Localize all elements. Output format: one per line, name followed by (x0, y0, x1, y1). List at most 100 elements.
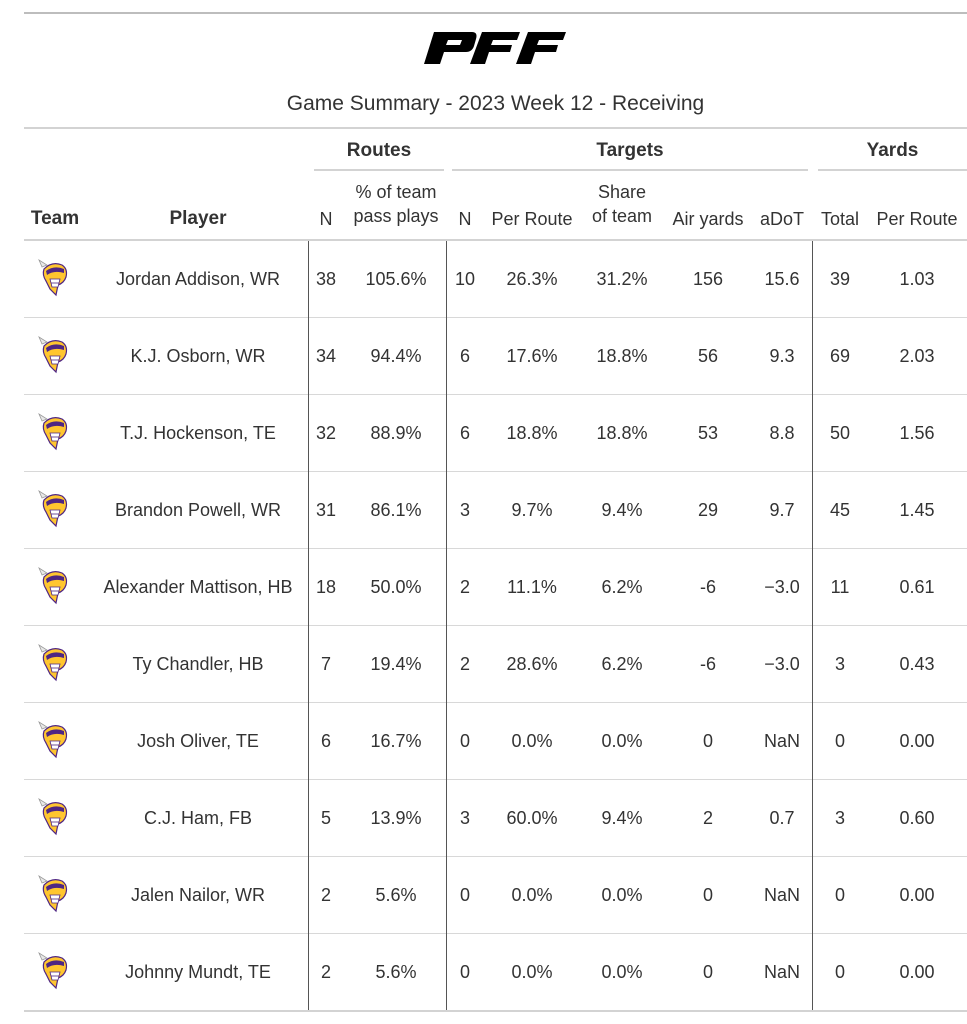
cell-yards: 0 (834, 962, 845, 982)
cell-routes: 34 (315, 346, 337, 366)
cell-targets: 0 (459, 962, 470, 982)
spanner-targets-line (452, 169, 808, 171)
cell-yds-per-route: 0.00 (899, 962, 935, 982)
table-title: Game Summary - 2023 Week 12 - Receiving (286, 92, 705, 115)
cell-targets: 2 (459, 577, 470, 597)
cell-share: 0.0% (601, 731, 643, 751)
cell-adot: NaN (763, 731, 800, 751)
cell-routes: 7 (320, 654, 331, 674)
cell-yards: 11 (830, 577, 850, 597)
vikings-helmet-icon (38, 567, 68, 605)
cell-player: K.J. Osborn, WR (130, 346, 266, 366)
cell-air-yards: 156 (692, 269, 724, 289)
cell-route-pct: 5.6% (375, 885, 417, 905)
cell-yards: 39 (829, 269, 851, 289)
cell-tgt-per-route: 26.3% (506, 269, 558, 289)
cell-routes: 18 (315, 577, 337, 597)
spanner-targets: Targets (596, 140, 664, 161)
spanner-yards: Yards (866, 140, 919, 161)
cell-share: 18.8% (596, 423, 648, 443)
cell-yds-per-route: 0.60 (899, 808, 935, 828)
cell-yards: 3 (834, 654, 845, 674)
vikings-helmet-icon (38, 336, 68, 374)
cell-player: Johnny Mundt, TE (125, 962, 271, 982)
col-targets-per-route: Per Route (491, 209, 573, 229)
table-row: T.J. Hockenson, TE 32 88.9% 6 18.8% 18.8… (24, 395, 967, 472)
table-row: Brandon Powell, WR 31 86.1% 3 9.7% 9.4% … (24, 472, 967, 549)
table-row: Jordan Addison, WR 38 105.6% 10 26.3% 31… (24, 241, 967, 318)
cell-air-yards: -6 (699, 577, 716, 597)
cell-yards: 0 (834, 731, 845, 751)
cell-targets: 0 (459, 731, 470, 751)
cell-targets: 10 (454, 269, 476, 289)
header-divider (24, 239, 967, 241)
row-divider (24, 471, 967, 472)
cell-share: 9.4% (601, 500, 643, 520)
row-divider (24, 933, 967, 934)
cell-tgt-per-route: 0.0% (511, 731, 553, 751)
cell-tgt-per-route: 0.0% (511, 885, 553, 905)
table-row: Ty Chandler, HB 7 19.4% 2 28.6% 6.2% -6 … (24, 626, 967, 703)
cell-targets: 0 (459, 885, 470, 905)
cell-share: 0.0% (601, 962, 643, 982)
cell-route-pct: 5.6% (375, 962, 417, 982)
cell-routes: 2 (320, 885, 331, 905)
col-routes-pct-line1: % of team (355, 182, 437, 202)
table-row: Jalen Nailor, WR 2 5.6% 0 0.0% 0.0% 0 Na… (24, 857, 967, 934)
cell-routes: 2 (320, 962, 331, 982)
cell-air-yards: -6 (699, 654, 716, 674)
spanner-routes: Routes (346, 140, 412, 161)
cell-route-pct: 105.6% (365, 269, 427, 289)
top-border (24, 12, 967, 14)
col-share: Share of team (584, 180, 660, 228)
cell-adot: −3.0 (764, 654, 800, 674)
col-targets-n: N (458, 209, 472, 229)
cell-air-yards: 53 (697, 423, 719, 443)
title-divider (24, 127, 967, 129)
cell-yds-per-route: 0.00 (899, 731, 935, 751)
divider-targets (446, 241, 447, 1010)
cell-route-pct: 86.1% (370, 500, 422, 520)
table-row: K.J. Osborn, WR 34 94.4% 6 17.6% 18.8% 5… (24, 318, 967, 395)
table-row: C.J. Ham, FB 5 13.9% 3 60.0% 9.4% 2 0.7 … (24, 780, 967, 857)
cell-targets: 2 (459, 654, 470, 674)
col-yards-per-route: Per Route (876, 209, 958, 229)
cell-targets: 3 (459, 808, 470, 828)
col-routes-pct: % of team pass plays (344, 180, 448, 228)
col-adot: aDoT (759, 209, 804, 229)
vikings-helmet-icon (38, 259, 68, 297)
cell-tgt-per-route: 11.1% (507, 577, 557, 597)
cell-player: Jalen Nailor, WR (130, 885, 266, 905)
cell-adot: 15.6 (764, 269, 800, 289)
cell-player: Jordan Addison, WR (115, 269, 281, 289)
vikings-helmet-icon (38, 952, 68, 990)
cell-route-pct: 50.0% (370, 577, 422, 597)
cell-routes: 32 (315, 423, 337, 443)
bottom-border (24, 1010, 967, 1012)
cell-yds-per-route: 1.03 (899, 269, 935, 289)
cell-routes: 38 (315, 269, 337, 289)
spanner-routes-line (314, 169, 444, 171)
cell-adot: NaN (763, 962, 800, 982)
cell-yds-per-route: 1.56 (899, 423, 935, 443)
cell-tgt-per-route: 0.0% (511, 962, 553, 982)
col-yards-total: Total (820, 209, 860, 229)
cell-air-yards: 2 (702, 808, 713, 828)
cell-yds-per-route: 0.43 (899, 654, 935, 674)
summary-table: Game Summary - 2023 Week 12 - Receiving … (24, 12, 967, 1012)
row-divider (24, 702, 967, 703)
cell-adot: 9.3 (769, 346, 795, 366)
cell-adot: 0.7 (769, 808, 795, 828)
cell-yds-per-route: 0.61 (899, 577, 935, 597)
cell-routes: 6 (320, 731, 331, 751)
cell-routes: 31 (315, 500, 337, 520)
cell-yds-per-route: 2.03 (899, 346, 935, 366)
divider-yards (812, 241, 813, 1010)
cell-player: C.J. Ham, FB (143, 808, 252, 828)
cell-player: T.J. Hockenson, TE (120, 423, 276, 443)
row-divider (24, 317, 967, 318)
cell-targets: 6 (459, 423, 470, 443)
vikings-helmet-icon (38, 413, 68, 451)
cell-tgt-per-route: 60.0% (506, 808, 558, 828)
row-divider (24, 548, 967, 549)
